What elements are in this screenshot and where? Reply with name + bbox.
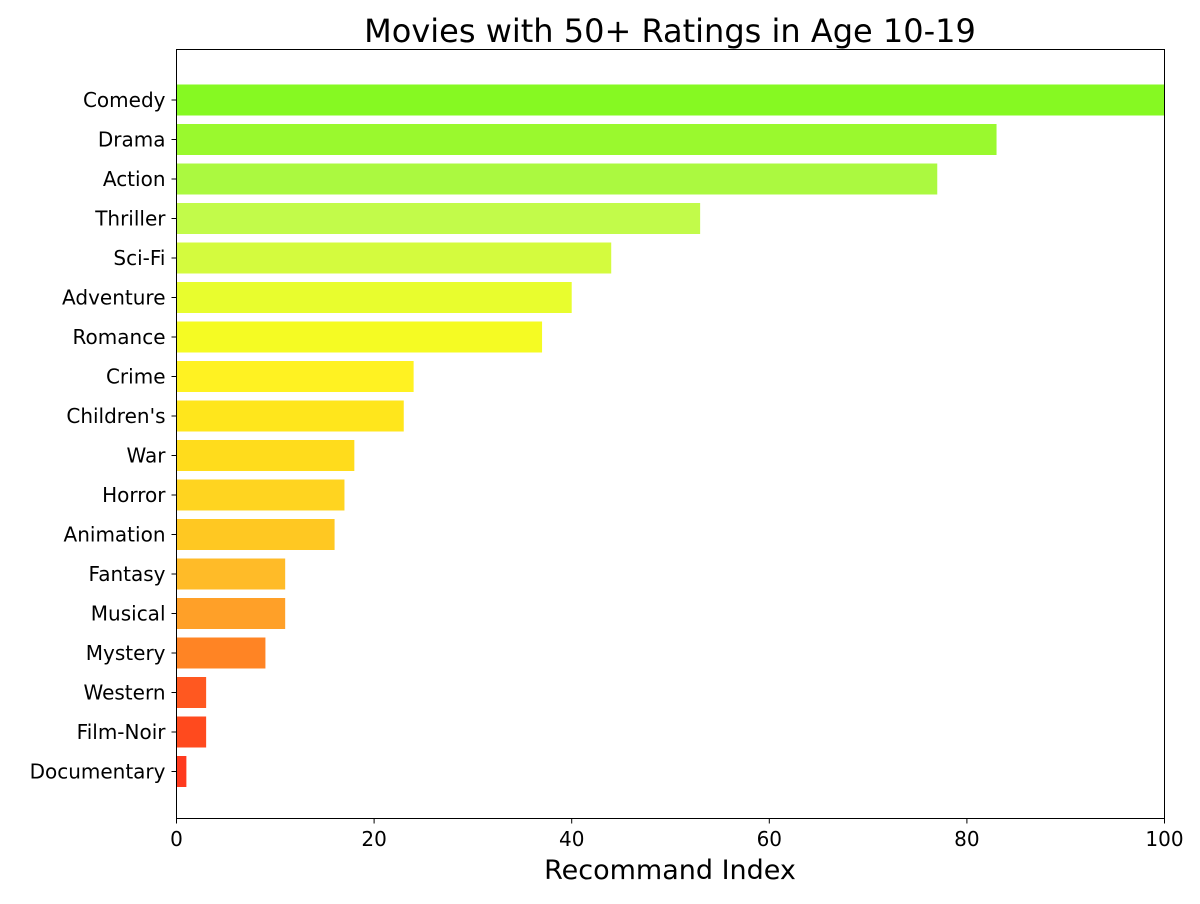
x-axis-ticks: 0 20 40 60 80 100 bbox=[170, 818, 1184, 851]
bar-children-s bbox=[176, 400, 404, 432]
x-tick-label: 80 bbox=[954, 827, 979, 851]
bar-romance bbox=[176, 321, 543, 353]
y-tick-labels: Comedy Drama Action Thriller Sci-Fi Adventure… bbox=[30, 88, 177, 784]
y-tick-label: Horror bbox=[102, 483, 166, 507]
x-tick-label: 20 bbox=[361, 827, 386, 851]
bars-group bbox=[176, 84, 1165, 787]
bar-western bbox=[176, 677, 207, 708]
bar-horror bbox=[176, 479, 345, 511]
bar-musical bbox=[176, 598, 286, 629]
y-tick-label: Crime bbox=[106, 365, 166, 389]
y-tick-label: Musical bbox=[91, 602, 166, 626]
y-tick-label: Documentary bbox=[30, 760, 166, 784]
y-tick-label: Children's bbox=[66, 404, 165, 428]
x-tick-label: 40 bbox=[559, 827, 584, 851]
y-tick-label: Action bbox=[103, 167, 166, 191]
chart-title: Movies with 50+ Ratings in Age 10-19 bbox=[364, 12, 976, 50]
bar-film-noir bbox=[176, 716, 207, 748]
y-tick-label: Animation bbox=[64, 523, 166, 547]
bar-action bbox=[176, 163, 938, 195]
y-tick-label: Adventure bbox=[62, 286, 165, 310]
x-tick-label: 0 bbox=[170, 827, 183, 851]
bar-mystery bbox=[176, 637, 266, 669]
y-tick-label: Western bbox=[83, 681, 165, 705]
bar-animation bbox=[176, 519, 335, 550]
y-tick-label: Film-Noir bbox=[77, 720, 167, 744]
bar-thriller bbox=[176, 203, 701, 234]
bar-adventure bbox=[176, 282, 572, 313]
y-tick-label: Romance bbox=[73, 325, 166, 349]
x-tick-label: 100 bbox=[1145, 827, 1183, 851]
bar-war bbox=[176, 440, 355, 471]
bar-drama bbox=[176, 124, 997, 155]
x-axis-label: Recommand Index bbox=[544, 855, 796, 886]
bar-sci-fi bbox=[176, 242, 612, 274]
bar-comedy bbox=[176, 84, 1165, 116]
y-tick-label: War bbox=[127, 444, 167, 468]
bar-fantasy bbox=[176, 558, 286, 590]
y-tick-label: Mystery bbox=[86, 641, 166, 665]
plot-frame bbox=[176, 49, 1165, 819]
y-tick-label: Fantasy bbox=[89, 562, 166, 586]
y-tick-label: Comedy bbox=[83, 88, 166, 112]
y-tick-label: Drama bbox=[98, 128, 166, 152]
bar-crime bbox=[176, 361, 414, 392]
y-tick-label: Sci-Fi bbox=[113, 246, 165, 270]
bar-documentary bbox=[176, 756, 187, 787]
y-tick-label: Thriller bbox=[94, 207, 166, 231]
x-tick-label: 60 bbox=[757, 827, 782, 851]
